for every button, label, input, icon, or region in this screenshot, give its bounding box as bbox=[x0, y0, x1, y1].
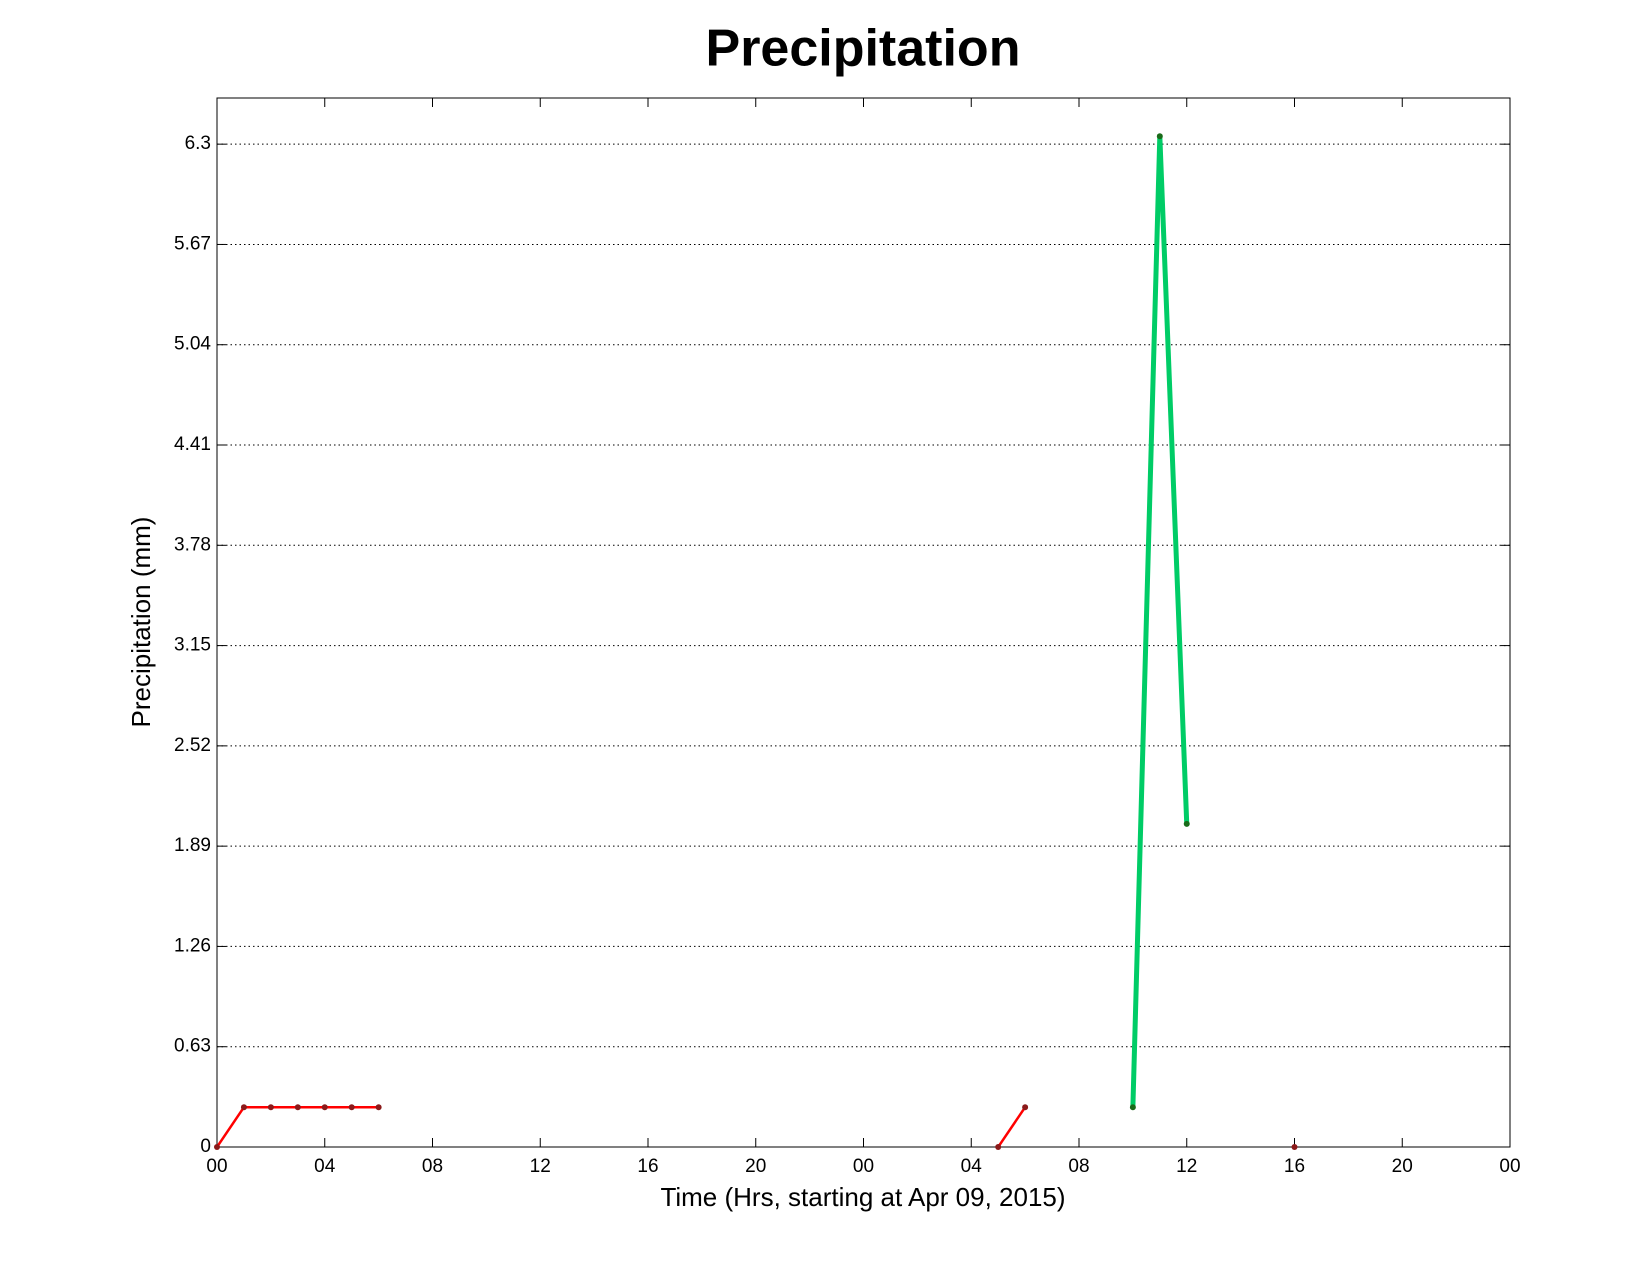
y-tick-label: 5.04 bbox=[174, 334, 211, 355]
y-tick-label: 1.26 bbox=[174, 935, 211, 956]
x-tick-label: 08 bbox=[422, 1156, 443, 1177]
y-tick-label: 2.52 bbox=[174, 735, 211, 756]
x-tick-label: 12 bbox=[530, 1156, 551, 1177]
x-tick-label: 00 bbox=[206, 1156, 227, 1177]
x-tick-label: 20 bbox=[1392, 1156, 1413, 1177]
x-tick-label: 04 bbox=[961, 1156, 983, 1177]
data-point bbox=[1291, 1144, 1298, 1150]
data-point bbox=[267, 1104, 274, 1111]
y-tick-label: 3.78 bbox=[174, 534, 211, 555]
data-point bbox=[375, 1104, 382, 1111]
x-tick-label: 08 bbox=[1068, 1156, 1089, 1177]
y-tick-label: 5.67 bbox=[174, 233, 211, 254]
data-point bbox=[321, 1104, 328, 1111]
y-tick-label: 3.15 bbox=[174, 635, 211, 656]
y-tick-label: 6.3 bbox=[185, 133, 211, 154]
data-point bbox=[1129, 1104, 1136, 1111]
data-point bbox=[294, 1104, 301, 1111]
x-tick-label: 00 bbox=[1499, 1156, 1520, 1177]
data-point bbox=[240, 1104, 247, 1111]
x-tick-label: 16 bbox=[637, 1156, 658, 1177]
y-tick-label: 1.89 bbox=[174, 835, 211, 856]
x-tick-label: 00 bbox=[853, 1156, 874, 1177]
x-tick-label: 12 bbox=[1176, 1156, 1197, 1177]
y-tick-label: 0.63 bbox=[174, 1036, 211, 1057]
data-point bbox=[1156, 133, 1163, 140]
data-point bbox=[995, 1144, 1002, 1150]
x-tick-label: 20 bbox=[745, 1156, 766, 1177]
x-axis-label: Time (Hrs, starting at Apr 09, 2015) bbox=[660, 1182, 1065, 1212]
x-tick-label: 04 bbox=[314, 1156, 336, 1177]
data-point bbox=[348, 1104, 355, 1111]
x-tick-label: 16 bbox=[1284, 1156, 1305, 1177]
y-axis-label: Precipitation (mm) bbox=[126, 517, 156, 728]
y-tick-label: 4.41 bbox=[174, 434, 211, 455]
data-point bbox=[1022, 1104, 1029, 1111]
data-point bbox=[1183, 820, 1190, 827]
chart-title: Precipitation bbox=[706, 20, 1021, 78]
plot-frame bbox=[216, 97, 1511, 1148]
y-tick-label: 0 bbox=[200, 1136, 211, 1157]
data-point bbox=[214, 1144, 220, 1150]
